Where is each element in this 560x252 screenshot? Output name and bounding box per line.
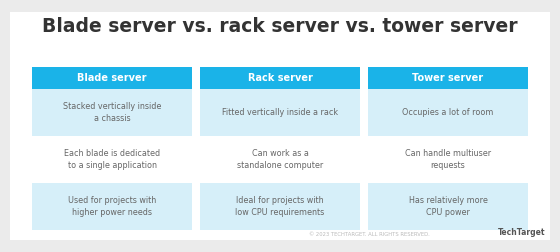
Text: Can work as a
standalone computer: Can work as a standalone computer <box>237 149 323 170</box>
Text: TechTarget: TechTarget <box>497 228 545 237</box>
Text: Ideal for projects with
low CPU requirements: Ideal for projects with low CPU requirem… <box>235 196 325 217</box>
Text: Rack server: Rack server <box>248 73 312 83</box>
Text: Fitted vertically inside a rack: Fitted vertically inside a rack <box>222 108 338 117</box>
Text: Each blade is dedicated
to a single application: Each blade is dedicated to a single appl… <box>64 149 160 170</box>
FancyBboxPatch shape <box>368 136 528 183</box>
FancyBboxPatch shape <box>200 89 360 136</box>
Text: © 2023 TECHTARGET. ALL RIGHTS RESERVED.: © 2023 TECHTARGET. ALL RIGHTS RESERVED. <box>309 232 430 237</box>
Text: Can handle multiuser
requests: Can handle multiuser requests <box>405 149 491 170</box>
Text: Blade server vs. rack server vs. tower server: Blade server vs. rack server vs. tower s… <box>42 17 518 36</box>
FancyBboxPatch shape <box>32 136 192 183</box>
FancyBboxPatch shape <box>32 89 192 136</box>
FancyBboxPatch shape <box>10 12 550 240</box>
FancyBboxPatch shape <box>200 136 360 183</box>
FancyBboxPatch shape <box>368 183 528 230</box>
Text: Blade server: Blade server <box>77 73 147 83</box>
FancyBboxPatch shape <box>32 67 192 89</box>
Text: Used for projects with
higher power needs: Used for projects with higher power need… <box>68 196 156 217</box>
FancyBboxPatch shape <box>200 183 360 230</box>
Text: Stacked vertically inside
a chassis: Stacked vertically inside a chassis <box>63 102 161 123</box>
Text: Occupies a lot of room: Occupies a lot of room <box>402 108 494 117</box>
Text: Has relatively more
CPU power: Has relatively more CPU power <box>409 196 487 217</box>
Text: Tower server: Tower server <box>412 73 484 83</box>
FancyBboxPatch shape <box>32 183 192 230</box>
FancyBboxPatch shape <box>368 89 528 136</box>
FancyBboxPatch shape <box>200 67 360 89</box>
FancyBboxPatch shape <box>368 67 528 89</box>
